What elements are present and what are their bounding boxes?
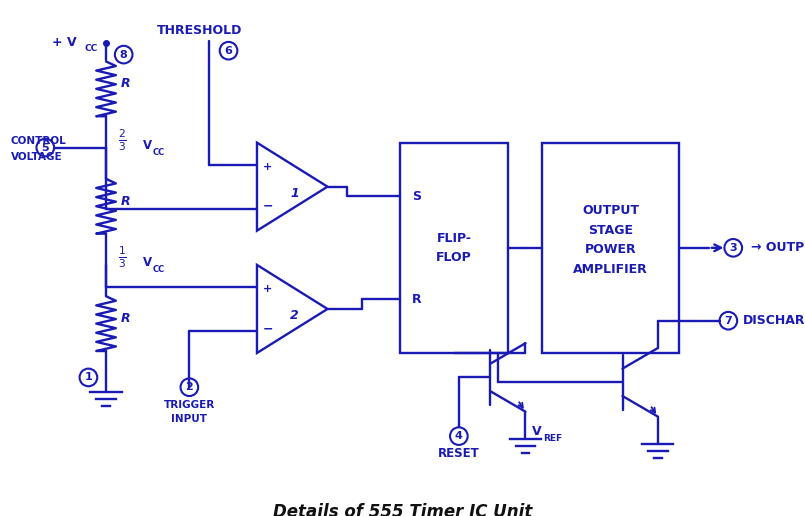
Text: −: −	[262, 322, 273, 335]
Text: REF: REF	[543, 433, 562, 443]
Text: CONTROL: CONTROL	[11, 136, 67, 146]
Text: 4: 4	[455, 431, 463, 441]
Text: THRESHOLD: THRESHOLD	[156, 24, 242, 37]
Text: POWER: POWER	[585, 243, 637, 256]
Text: −: −	[262, 200, 273, 213]
Text: CC: CC	[85, 44, 97, 53]
Text: V: V	[143, 139, 152, 152]
Text: V: V	[532, 425, 542, 438]
Text: $\mathregular{\frac{2}{3}}$: $\mathregular{\frac{2}{3}}$	[118, 127, 126, 153]
Text: VOLTAGE: VOLTAGE	[11, 152, 63, 163]
Text: AMPLIFIER: AMPLIFIER	[573, 263, 648, 276]
Text: R: R	[121, 312, 130, 325]
Text: RESET: RESET	[438, 447, 480, 460]
Text: → OUTPUT: → OUTPUT	[751, 241, 805, 254]
Text: FLIP-: FLIP-	[436, 232, 472, 245]
Text: 3: 3	[729, 243, 737, 253]
Text: + V: + V	[52, 36, 76, 50]
Bar	[542, 142, 679, 353]
Bar	[400, 142, 508, 353]
Text: 1: 1	[85, 373, 93, 382]
Text: INPUT: INPUT	[171, 413, 208, 424]
Text: FLOP: FLOP	[436, 251, 472, 264]
Text: TRIGGER: TRIGGER	[163, 400, 215, 410]
Text: OUTPUT: OUTPUT	[582, 204, 639, 217]
Text: V: V	[143, 256, 152, 269]
Text: 2: 2	[290, 309, 299, 322]
Text: +: +	[263, 284, 273, 294]
Text: 5: 5	[42, 142, 49, 153]
Text: S: S	[412, 190, 421, 203]
Text: STAGE: STAGE	[588, 224, 634, 237]
Text: 2: 2	[185, 382, 193, 392]
Text: CC: CC	[153, 148, 165, 157]
Text: CC: CC	[153, 265, 165, 275]
Text: +: +	[263, 162, 273, 172]
Text: Details of 555 Timer IC Unit: Details of 555 Timer IC Unit	[273, 504, 532, 516]
Text: R: R	[121, 195, 130, 208]
Text: $\mathregular{\frac{1}{3}}$: $\mathregular{\frac{1}{3}}$	[118, 244, 126, 270]
Text: 7: 7	[724, 316, 733, 326]
Text: DISCHARGE: DISCHARGE	[743, 314, 805, 327]
Text: R: R	[412, 293, 422, 305]
Text: 1: 1	[290, 187, 299, 200]
Text: R: R	[121, 77, 130, 90]
Text: 6: 6	[225, 46, 233, 56]
Text: 8: 8	[120, 50, 127, 60]
